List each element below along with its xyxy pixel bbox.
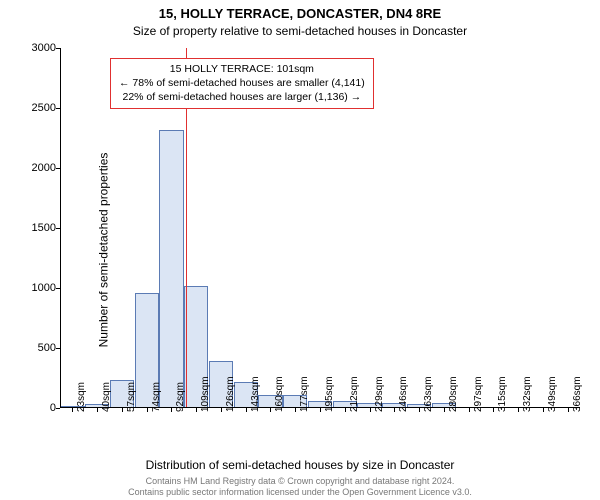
x-tick-label: 109sqm [200, 376, 211, 412]
plot-area: 15 HOLLY TERRACE: 101sqm← 78% of semi-de… [60, 48, 580, 408]
x-tick-label: 160sqm [274, 376, 285, 412]
y-tick-label: 1500 [32, 222, 56, 234]
annotation-box: 15 HOLLY TERRACE: 101sqm← 78% of semi-de… [110, 58, 374, 109]
y-tick-label: 1000 [32, 282, 56, 294]
annotation-line-1: 15 HOLLY TERRACE: 101sqm [119, 62, 365, 76]
x-tick-label: 23sqm [76, 382, 87, 412]
x-axis-label: Distribution of semi-detached houses by … [0, 458, 600, 472]
annotation-line-2: ← 78% of semi-detached houses are smalle… [119, 76, 365, 90]
x-tick-label: 263sqm [423, 376, 434, 412]
x-tick-label: 280sqm [448, 376, 459, 412]
y-tick-label: 3000 [32, 42, 56, 54]
y-tick-label: 2500 [32, 102, 56, 114]
x-tick-label: 195sqm [324, 376, 335, 412]
x-tick-label: 143sqm [250, 376, 261, 412]
attribution-line-1: Contains HM Land Registry data © Crown c… [0, 476, 600, 487]
x-tick-label: 297sqm [473, 376, 484, 412]
annotation-line-3: 22% of semi-detached houses are larger (… [119, 90, 365, 104]
y-tick-label: 500 [38, 342, 56, 354]
x-tick-label: 57sqm [126, 382, 137, 412]
x-tick-label: 177sqm [299, 376, 310, 412]
x-tick-label: 229sqm [374, 376, 385, 412]
histogram-bar [159, 130, 183, 408]
chart-container: 15, HOLLY TERRACE, DONCASTER, DN4 8RE Si… [0, 0, 600, 500]
chart-subtitle: Size of property relative to semi-detach… [0, 24, 600, 38]
attribution-line-2: Contains public sector information licen… [0, 487, 600, 498]
x-tick-label: 92sqm [175, 382, 186, 412]
x-tick-label: 315sqm [497, 376, 508, 412]
chart-title: 15, HOLLY TERRACE, DONCASTER, DN4 8RE [0, 6, 600, 21]
x-tick-label: 366sqm [572, 376, 583, 412]
x-tick-label: 332sqm [522, 376, 533, 412]
x-tick-label: 40sqm [101, 382, 112, 412]
x-tick-label: 126sqm [225, 376, 236, 412]
x-tick-label: 74sqm [151, 382, 162, 412]
x-tick-label: 349sqm [547, 376, 558, 412]
x-tick-label: 246sqm [398, 376, 409, 412]
x-tick-label: 212sqm [349, 376, 360, 412]
attribution: Contains HM Land Registry data © Crown c… [0, 476, 600, 499]
y-tick-label: 2000 [32, 162, 56, 174]
